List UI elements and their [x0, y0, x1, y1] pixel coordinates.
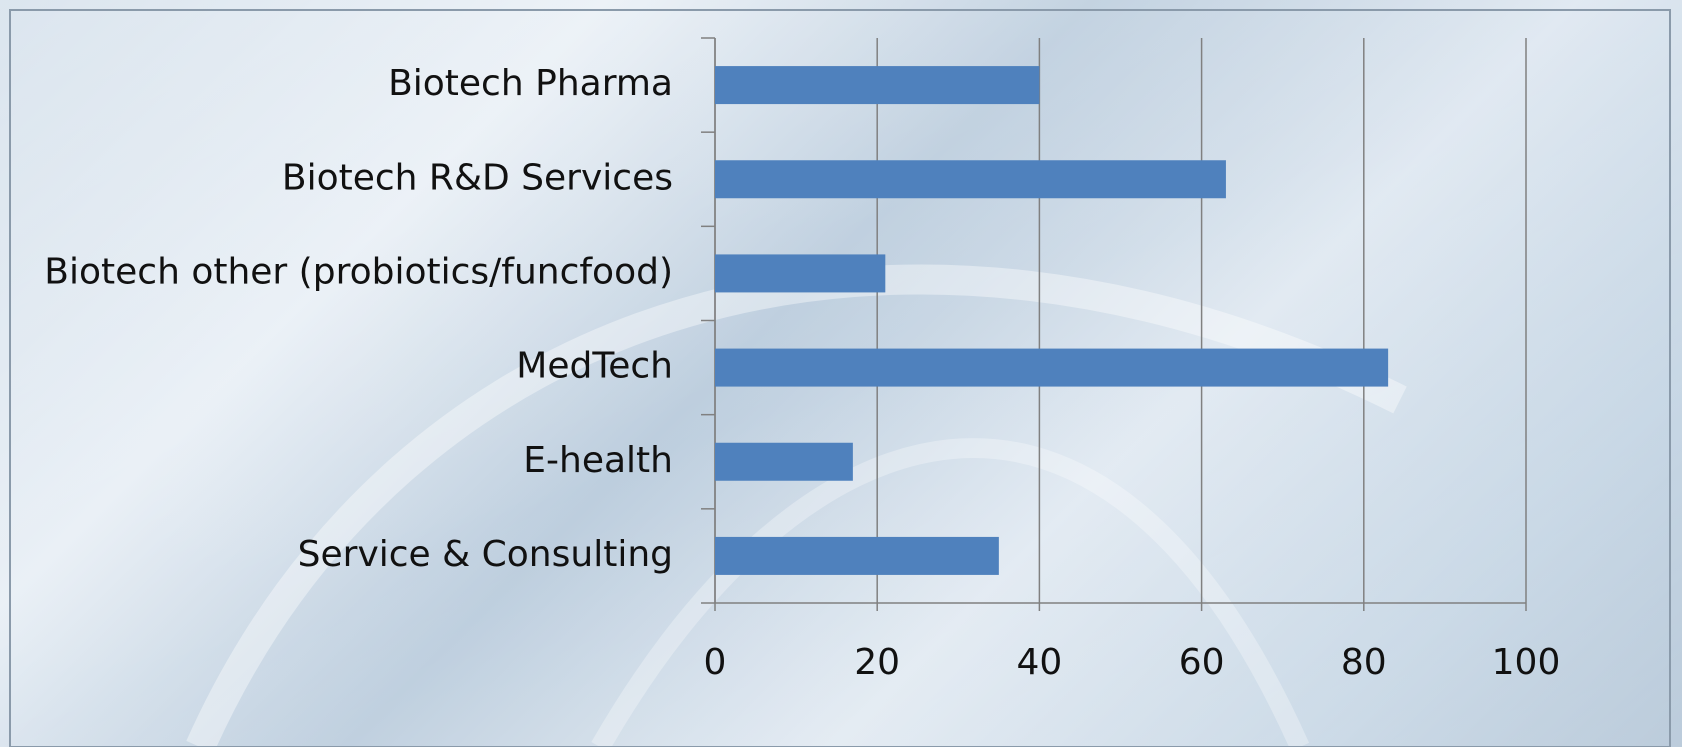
bar	[715, 160, 1226, 198]
y-tick-label: Biotech R&D Services	[282, 157, 673, 198]
bar	[715, 443, 853, 481]
y-tick-label: Biotech Pharma	[388, 63, 673, 104]
x-tick-label: 100	[1492, 642, 1561, 683]
x-tick-label: 20	[854, 642, 900, 683]
x-tick-label: 0	[704, 642, 727, 683]
bar	[715, 537, 999, 575]
x-tick-label: 60	[1179, 642, 1225, 683]
y-tick-label: MedTech	[516, 346, 673, 387]
bar	[715, 254, 885, 292]
bar	[715, 66, 1039, 104]
bar	[715, 349, 1388, 387]
y-tick-label: Biotech other (probiotics/funcfood)	[44, 251, 673, 292]
y-tick-label: E-health	[523, 440, 673, 481]
x-tick-label: 40	[1016, 642, 1062, 683]
page: 0 20 40 60 80 100 Biotech Pharma Biotech R&D Se…	[0, 0, 1682, 747]
x-tick-label: 80	[1341, 642, 1387, 683]
chart: 0 20 40 60 80 100 Biotech Pharma Biotech R&D Se…	[0, 0, 1682, 747]
y-tick-label: Service & Consulting	[298, 534, 673, 575]
